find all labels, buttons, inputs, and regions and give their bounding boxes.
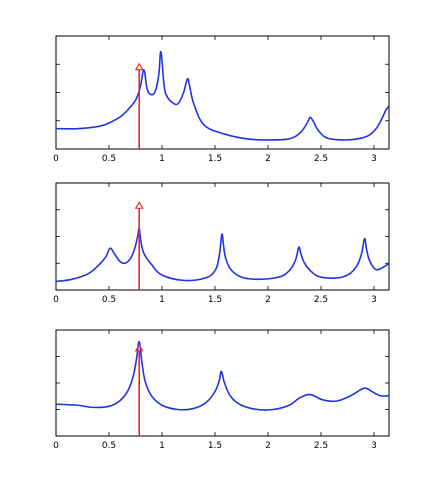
marker-arrow-icon — [134, 343, 144, 352]
x-tick-label: 0.5 — [102, 441, 116, 451]
x-tick-label: 1 — [159, 441, 165, 451]
x-tick-label: 0 — [53, 295, 59, 305]
series-line-1 — [56, 340, 389, 411]
axes-frame — [55, 329, 390, 437]
x-tick-label: 0 — [53, 441, 59, 451]
x-tick-label: 1.5 — [208, 295, 222, 305]
chart-panel-1: 0 0.5 1 1.5 2 2.5 3 — [53, 35, 390, 164]
x-tick-label: 2 — [265, 441, 271, 451]
chart-panel-3: 0 0.5 1 1.5 2 2.5 3 — [53, 329, 390, 451]
x-tick-label: 2 — [265, 154, 271, 164]
x-tick-label: 1.5 — [208, 441, 222, 451]
marker-arrow-icon — [134, 62, 144, 71]
series-line-1 — [56, 227, 389, 283]
x-tick-label: 0 — [53, 154, 59, 164]
x-tick-label: 3 — [371, 441, 377, 451]
x-tick-label: 2.5 — [314, 295, 328, 305]
x-tick-label: 3 — [371, 154, 377, 164]
x-tick-label: 1 — [159, 295, 165, 305]
x-tick-label: 1 — [159, 154, 165, 164]
x-tick-label: 1.5 — [208, 154, 222, 164]
series-line-1 — [56, 51, 389, 141]
x-tick-label: 2.5 — [314, 441, 328, 451]
x-tick-label: 3 — [371, 295, 377, 305]
x-tick-label: 2 — [265, 295, 271, 305]
x-tick-label: 2.5 — [314, 154, 328, 164]
chart-panel-2: 0 0.5 1 1.5 2 2.5 3 — [53, 182, 390, 305]
marker-arrow-icon — [134, 201, 144, 209]
axes-frame — [55, 35, 390, 150]
x-tick-label: 0.5 — [102, 154, 116, 164]
x-tick-label: 0.5 — [102, 295, 116, 305]
